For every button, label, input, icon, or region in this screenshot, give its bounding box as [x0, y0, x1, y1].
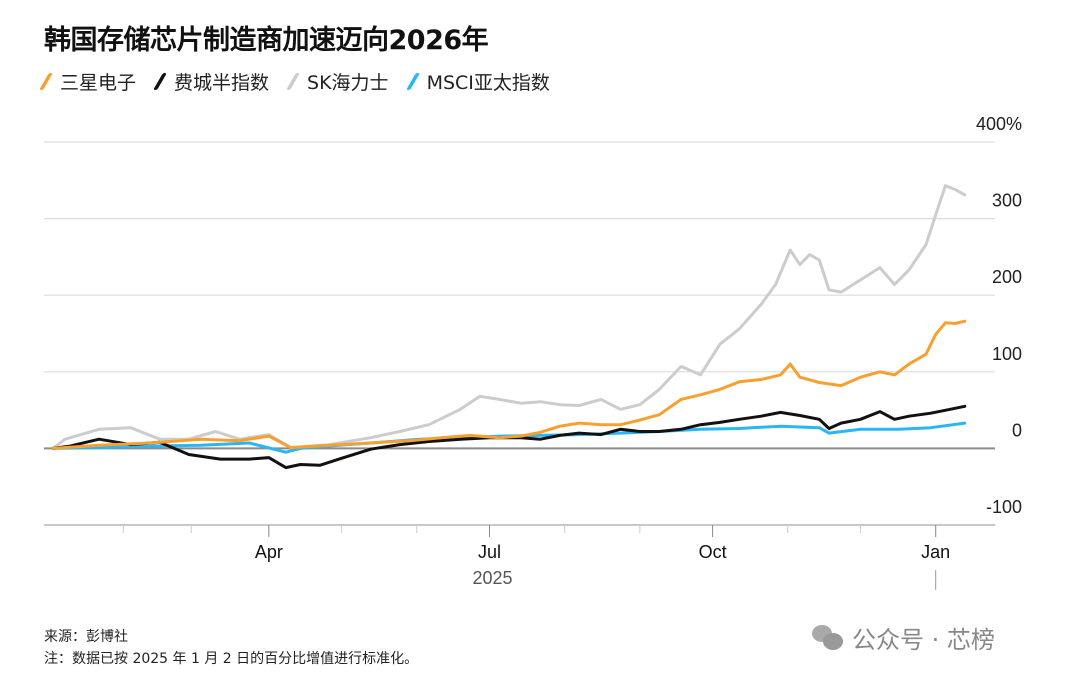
- y-tick-label: 0: [1012, 420, 1022, 440]
- note-text: 注：数据已按 2025 年 1 月 2 日的百分比增值进行标准化。: [44, 651, 419, 667]
- wechat-icon: [812, 624, 844, 651]
- series-line-费城半指数: [51, 404, 967, 470]
- footer: 来源：彭博社 注：数据已按 2025 年 1 月 2 日的百分比增值进行标准化。: [44, 626, 418, 670]
- y-tick-label: 400%: [976, 114, 1022, 134]
- source-text: 来源：彭博社: [44, 629, 128, 645]
- legend-label: MSCI亚太指数: [426, 72, 550, 94]
- legend-label: 费城半指数: [174, 72, 270, 94]
- year-label: 2025: [472, 568, 512, 588]
- y-tick-label: 100: [992, 344, 1022, 364]
- y-tick-label: 200: [992, 267, 1022, 287]
- y-tick-label: -100: [986, 497, 1022, 517]
- x-tick-label: Jul: [478, 542, 501, 562]
- legend-item-samsung: 三星电子: [39, 68, 137, 95]
- chart-title: 韩国存储芯片制造商加速迈向2026年: [44, 25, 489, 56]
- x-tick-label: Apr: [255, 542, 283, 562]
- legend-label: 三星电子: [60, 72, 137, 94]
- legend: 三星电子 费城半指数 SK海力士 MSCI亚太指数: [39, 68, 550, 95]
- watermark-text: 公众号 · 芯榜: [852, 626, 995, 654]
- legend-item-sk-hynix: SK海力士: [286, 68, 389, 95]
- watermark: 公众号 · 芯榜: [812, 620, 995, 655]
- legend-label: SK海力士: [307, 72, 389, 94]
- legend-item-sox: 费城半指数: [153, 68, 270, 95]
- y-tick-label: 300: [992, 191, 1022, 211]
- series-line-三星电子: [51, 319, 967, 450]
- x-tick-label: Oct: [699, 542, 727, 562]
- x-tick-label: Jan: [921, 542, 950, 562]
- legend-item-msci: MSCI亚太指数: [405, 68, 550, 95]
- series-line-MSCI亚太指数: [51, 421, 967, 454]
- series-line-SK海力士: [51, 184, 967, 450]
